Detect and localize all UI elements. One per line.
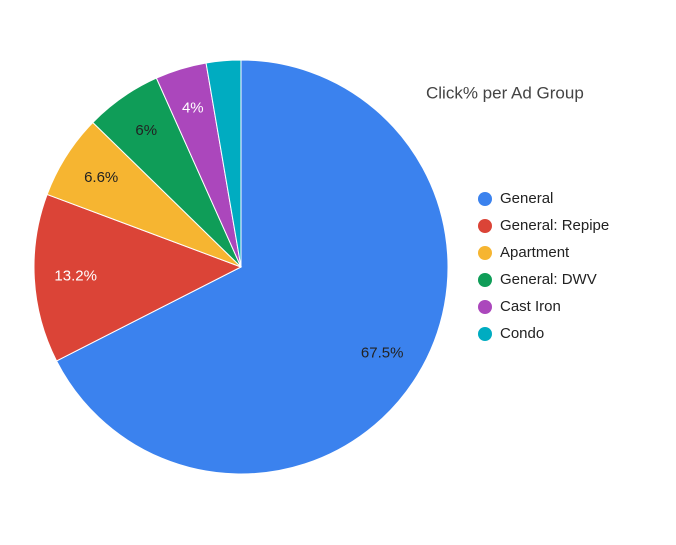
- legend-label: Apartment: [500, 244, 570, 261]
- legend-label: General: [500, 190, 553, 207]
- legend-label: Condo: [500, 325, 544, 342]
- data-label: 4%: [182, 100, 204, 117]
- chart-title: Click% per Ad Group: [426, 83, 584, 102]
- legend-marker: [478, 273, 492, 287]
- legend-marker: [478, 219, 492, 233]
- legend-marker: [478, 300, 492, 314]
- data-label: 13.2%: [54, 267, 97, 284]
- pie-slice: [55, 59, 449, 475]
- legend-marker: [478, 246, 492, 260]
- legend-label: Cast Iron: [500, 298, 561, 315]
- legend-label: General: DWV: [500, 271, 597, 288]
- data-label: 67.5%: [361, 344, 404, 361]
- pie-slice: [33, 193, 243, 362]
- data-label: 6.6%: [84, 169, 118, 186]
- pie-slice: [205, 59, 242, 268]
- legend-marker: [478, 192, 492, 206]
- legend-marker: [478, 327, 492, 341]
- legend-label: General: Repipe: [500, 217, 609, 234]
- data-label: 6%: [135, 122, 157, 139]
